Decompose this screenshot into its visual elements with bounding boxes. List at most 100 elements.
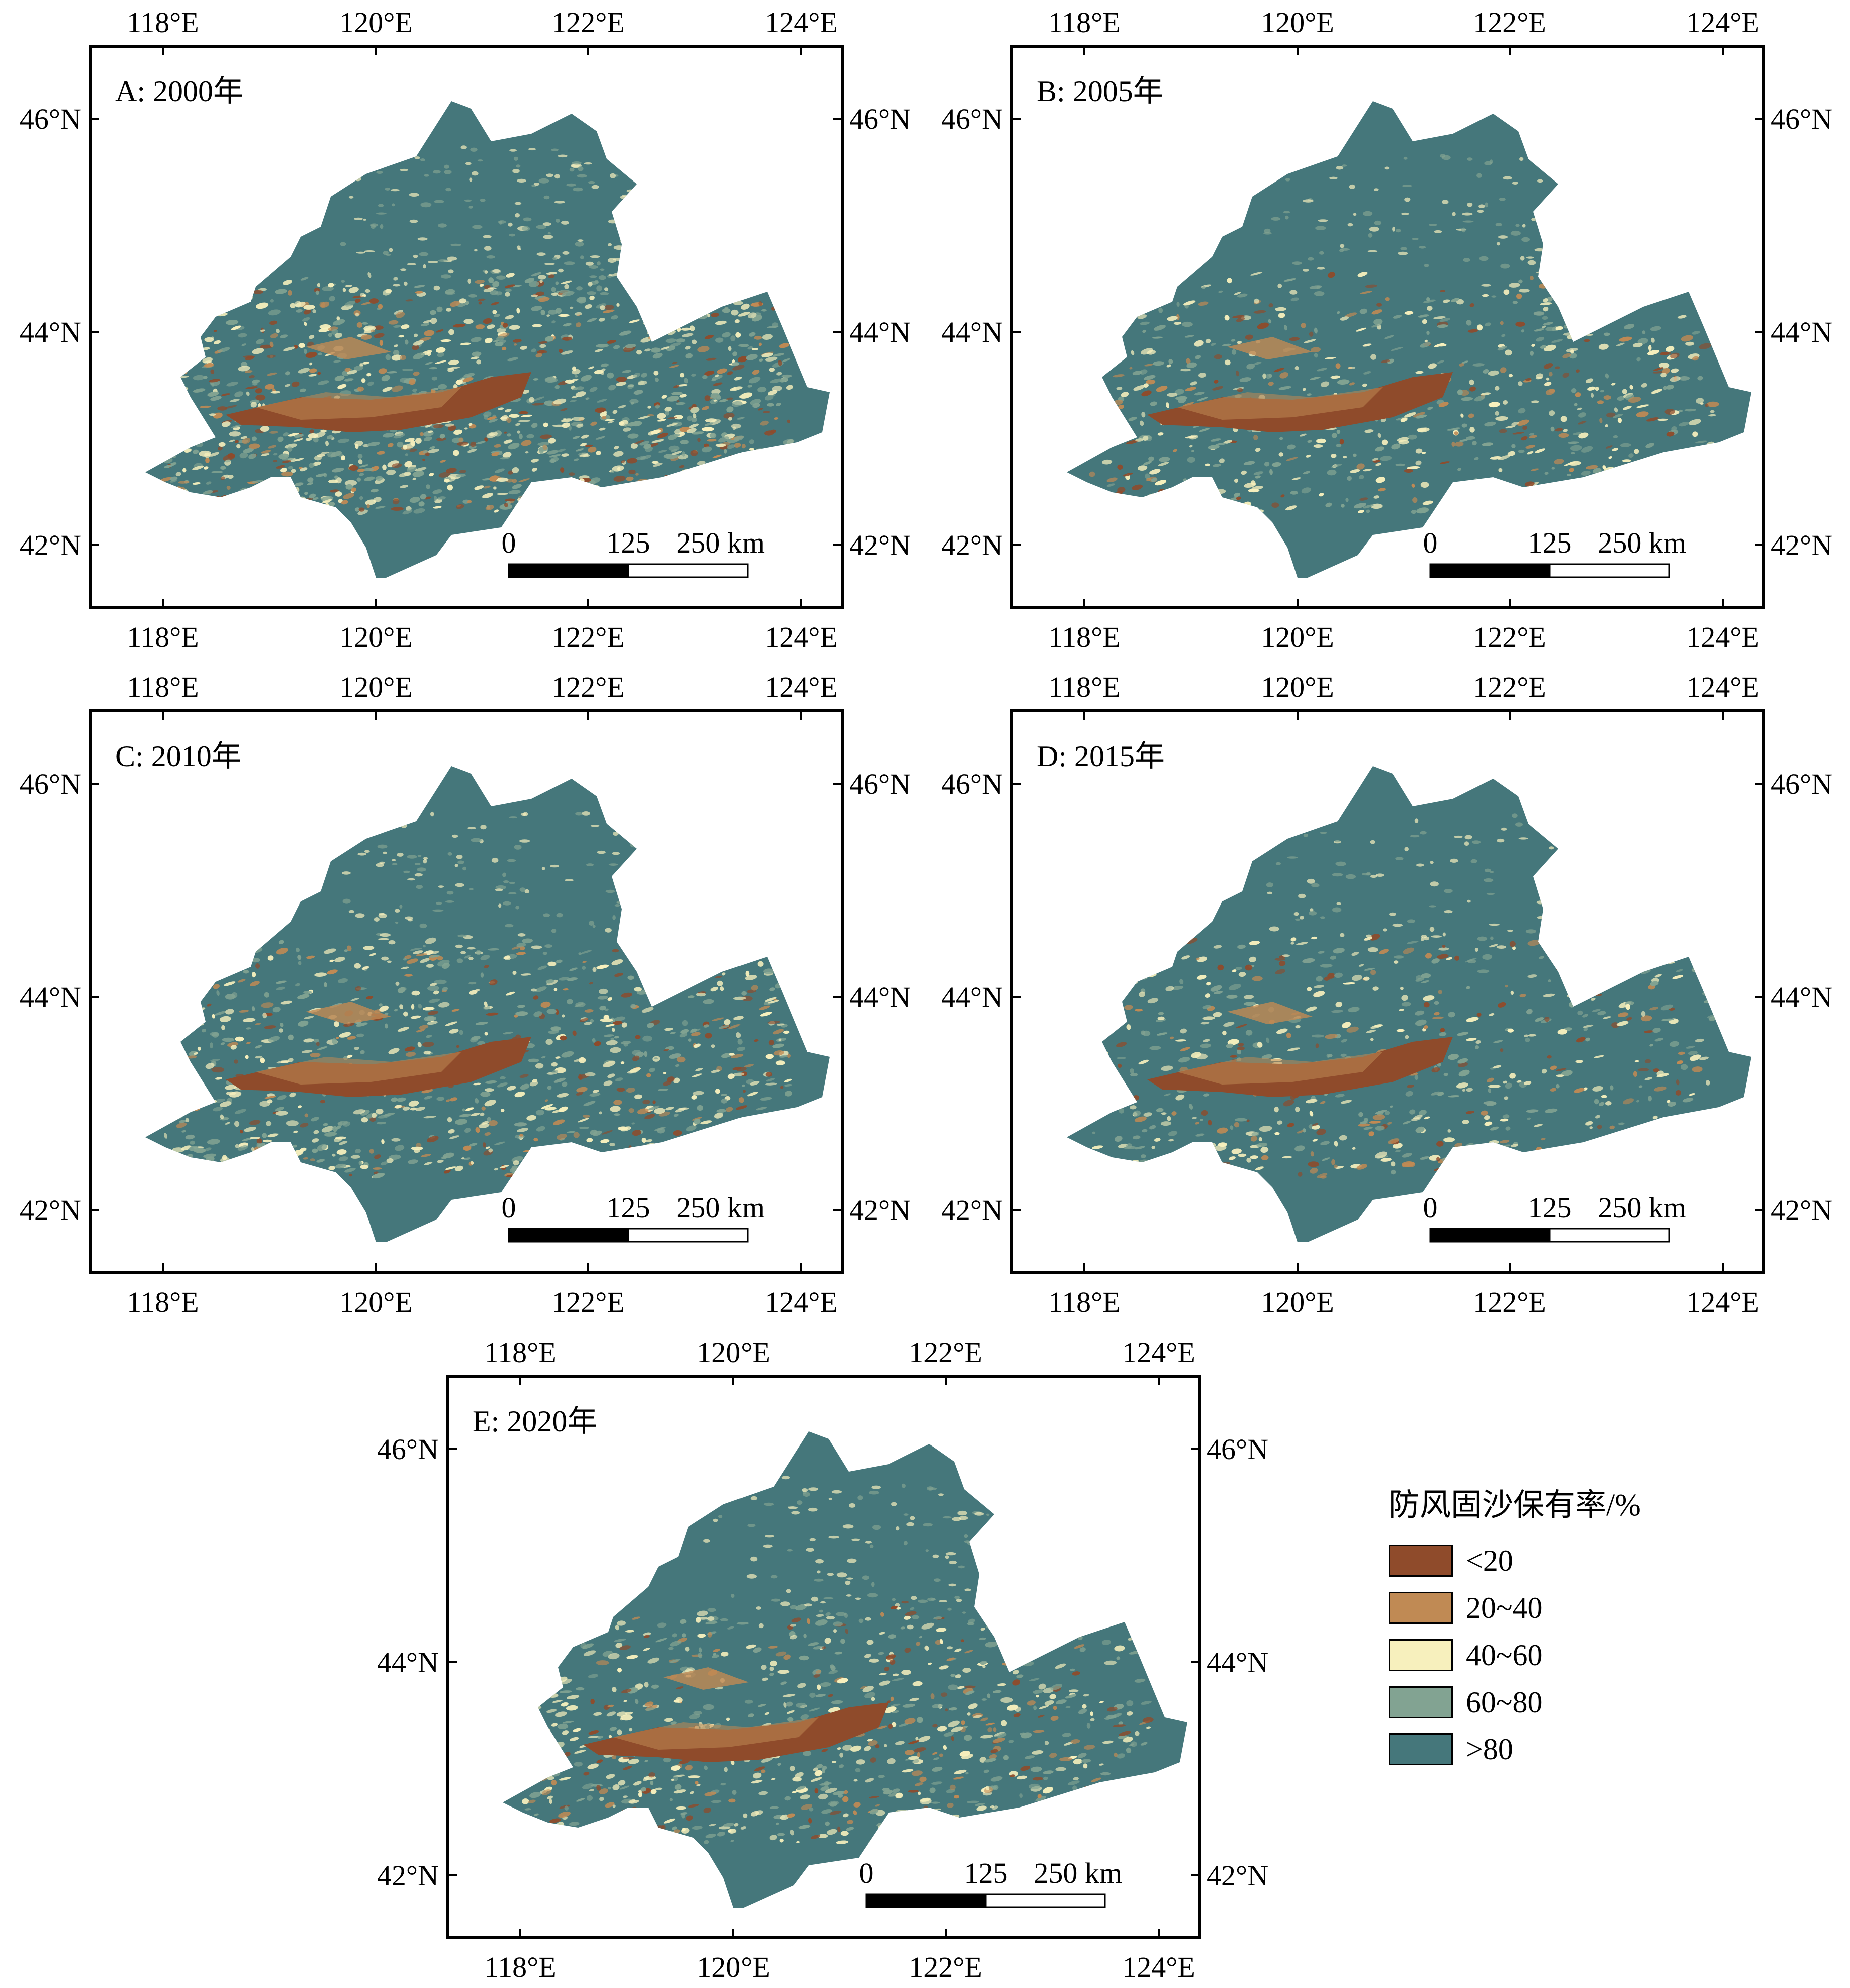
scale-bar-black [865, 1893, 987, 1908]
lon-tick-label-top: 118°E [127, 671, 199, 703]
legend-swatch [1389, 1686, 1453, 1718]
map-frame [89, 709, 844, 1274]
scale-bar: 0 125 250 km [502, 526, 765, 578]
scale-bar-black [508, 563, 629, 578]
map-panel-d: 118°E 118°E 120°E 120°E 122°E 122°E 124°E 124°E… [941, 671, 1832, 1318]
region-fill [503, 1431, 1187, 1908]
scale-bar: 0 125 250 km [859, 1857, 1122, 1908]
legend-item-gt80: >80 [1389, 1726, 1740, 1773]
map-panel-e: 118°E 118°E 120°E 120°E 122°E 122°E 124°E 124°E… [377, 1336, 1268, 1983]
lat-tick-label-left: 42°N [377, 1859, 439, 1892]
lon-tick-label-bottom: 124°E [765, 621, 838, 653]
lon-tick-label-top: 122°E [1473, 6, 1546, 39]
legend-label: >80 [1466, 1732, 1513, 1766]
lat-tick-label-right: 46°N [1207, 1433, 1268, 1466]
scale-label: 250 km [1598, 526, 1686, 559]
lon-tick-label-top: 120°E [1261, 671, 1334, 703]
scale-label: 125 [607, 526, 650, 559]
legend-label: <20 [1466, 1544, 1513, 1577]
lon-tick-label-top: 120°E [1261, 6, 1334, 39]
panel-title: D: 2015年 [1037, 740, 1165, 773]
lon-tick-label-bottom: 124°E [765, 1286, 838, 1318]
lon-tick-label-top: 124°E [1686, 6, 1759, 39]
legend-swatch [1389, 1592, 1453, 1624]
scale-bar-black [1429, 1228, 1551, 1243]
scale-label: 125 [607, 1191, 650, 1224]
lon-tick-label-bottom: 120°E [697, 1951, 770, 1983]
lon-tick-label-top: 122°E [551, 6, 625, 39]
legend-item-60-80: 60~80 [1389, 1679, 1740, 1726]
lat-tick-label-left: 46°N [20, 103, 81, 135]
lon-tick-label-top: 124°E [1122, 1336, 1195, 1369]
legend-label: 20~40 [1466, 1591, 1543, 1624]
lon-tick-label-top: 124°E [1686, 671, 1759, 703]
lon-tick-label-top: 120°E [339, 6, 413, 39]
lon-tick-label-bottom: 120°E [1261, 1286, 1334, 1318]
lon-tick-label-top: 120°E [339, 671, 413, 703]
lat-tick-label-left: 46°N [20, 768, 81, 800]
scale-label: 125 [1528, 526, 1572, 559]
lat-tick-label-right: 46°N [849, 103, 911, 135]
lat-tick-label-left: 44°N [20, 316, 81, 348]
scale-bar-white [627, 1228, 749, 1243]
lat-tick-label-left: 46°N [377, 1433, 439, 1466]
legend-swatch [1389, 1639, 1453, 1671]
lat-tick-label-right: 46°N [1771, 768, 1832, 800]
scale-label: 0 [502, 526, 516, 559]
lat-tick-label-left: 46°N [941, 768, 1003, 800]
scale-bar-black [1429, 563, 1551, 578]
lon-tick-label-bottom: 118°E [1048, 1286, 1120, 1318]
scale-label: 125 [964, 1857, 1008, 1889]
legend-swatch [1389, 1733, 1453, 1765]
scale-label: 0 [859, 1857, 874, 1889]
lon-tick-label-bottom: 122°E [909, 1951, 982, 1983]
map-panel-b: 118°E 118°E 120°E 120°E 122°E 122°E 124°E 124°E… [941, 6, 1832, 653]
scale-label: 0 [502, 1191, 516, 1224]
lon-tick-label-bottom: 120°E [339, 621, 413, 653]
legend-item-40-60: 40~60 [1389, 1632, 1740, 1679]
lat-tick-label-left: 42°N [20, 529, 81, 562]
lat-tick-label-right: 42°N [849, 529, 911, 562]
lat-tick-label-right: 46°N [1771, 103, 1832, 135]
lon-tick-label-bottom: 122°E [1473, 621, 1546, 653]
scale-bar: 0 125 250 km [502, 1191, 765, 1243]
legend-label: 40~60 [1466, 1638, 1543, 1672]
lat-tick-label-left: 42°N [20, 1194, 81, 1226]
scale-label: 250 km [1598, 1191, 1686, 1224]
scale-bar-white [1549, 1228, 1670, 1243]
legend-item-20-40: 20~40 [1389, 1584, 1740, 1632]
lon-tick-label-bottom: 122°E [1473, 1286, 1546, 1318]
map-frame [446, 1375, 1201, 1939]
legend-title: 防风固沙保有率/% [1389, 1488, 1641, 1522]
lon-tick-label-top: 118°E [1048, 671, 1120, 703]
lon-tick-label-top: 118°E [484, 1336, 556, 1369]
scale-bar-white [1549, 563, 1670, 578]
map-frame [1010, 45, 1765, 609]
lon-tick-label-top: 122°E [1473, 671, 1546, 703]
lon-tick-label-top: 124°E [765, 671, 838, 703]
lon-tick-label-top: 122°E [551, 671, 625, 703]
map-panel-a: 118°E 118°E 120°E 120°E 122°E 122°E 124°E 124°E… [20, 6, 911, 653]
lat-tick-label-right: 42°N [849, 1194, 911, 1226]
lat-tick-label-right: 44°N [1207, 1646, 1268, 1679]
scale-bar: 0 125 250 km [1423, 526, 1686, 578]
lon-tick-label-bottom: 120°E [339, 1286, 413, 1318]
lat-tick-label-right: 46°N [849, 768, 911, 800]
scale-bar: 0 125 250 km [1423, 1191, 1686, 1243]
map-frame [1010, 709, 1765, 1274]
legend-label: 60~80 [1466, 1685, 1543, 1719]
lat-tick-label-right: 42°N [1207, 1859, 1268, 1892]
lon-tick-label-bottom: 118°E [1048, 621, 1120, 653]
scale-label: 0 [1423, 526, 1438, 559]
lon-tick-label-top: 124°E [765, 6, 838, 39]
scale-bar-black [508, 1228, 629, 1243]
lon-tick-label-bottom: 124°E [1686, 621, 1759, 653]
lon-tick-label-bottom: 122°E [551, 621, 625, 653]
scale-bar-white [985, 1893, 1106, 1908]
scale-label: 250 km [1034, 1857, 1122, 1889]
scale-label: 250 km [676, 526, 765, 559]
lat-tick-label-left: 44°N [20, 981, 81, 1013]
region-fill [1067, 101, 1751, 578]
lat-tick-label-right: 42°N [1771, 529, 1832, 562]
map-frame [89, 45, 844, 609]
